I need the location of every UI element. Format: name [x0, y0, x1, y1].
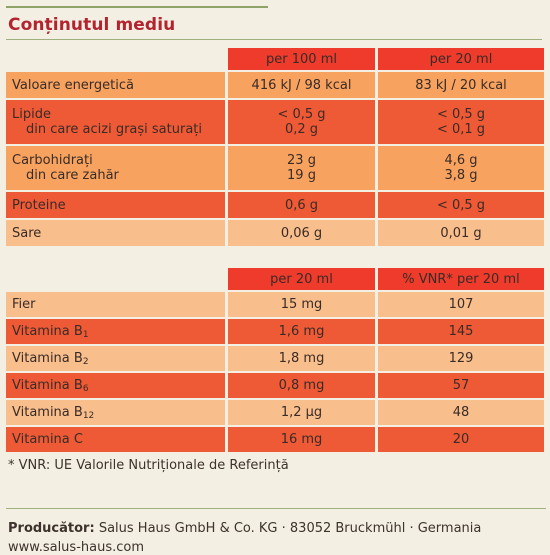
row-label-cell: Vitamina B1: [6, 319, 228, 346]
vitamins-header-row: per 20 ml % VNR* per 20 ml: [6, 268, 544, 292]
header-per-20ml: per 20 ml: [228, 268, 378, 292]
row-label-cell: Vitamina B6: [6, 373, 228, 400]
row-label: Carbohidrați: [12, 153, 93, 168]
row-label: Vitamina B: [12, 405, 83, 420]
header-per-100ml: per 100 ml: [228, 48, 378, 72]
sub-value-per-20ml: 3,8 g: [444, 168, 478, 183]
table-row: Proteine 0,6 g < 0,5 g: [6, 192, 544, 220]
producer-text: Salus Haus GmbH & Co. KG · 83052 Bruckmü…: [98, 521, 482, 536]
value-per-20ml: 16 mg: [228, 427, 378, 454]
table-row: Lipide din care acizi grași saturați < 0…: [6, 100, 544, 146]
value-vnr: 145: [378, 319, 544, 346]
row-label-subscript: 6: [82, 384, 89, 394]
vitamins-table: per 20 ml % VNR* per 20 ml Fier 15 mg 10…: [6, 268, 544, 454]
value-per-20ml: 0,01 g: [378, 220, 544, 248]
value-per-20ml: 83 kJ / 20 kcal: [378, 72, 544, 100]
row-sub-label: din care acizi grași saturați: [26, 122, 203, 137]
row-label-cell: Vitamina B12: [6, 400, 228, 427]
value-per-20ml: 4,6 g: [444, 153, 478, 168]
value-per-100ml: 0,6 g: [228, 192, 378, 220]
row-label: Proteine: [6, 192, 228, 220]
value-vnr: 107: [378, 292, 544, 319]
value-per-100ml: < 0,5 g: [277, 107, 326, 122]
table-row: Vitamina B12 1,2 µg 48: [6, 400, 544, 427]
value-vnr: 57: [378, 373, 544, 400]
table-row: Vitamina B1 1,6 mg 145: [6, 319, 544, 346]
value-vnr: 20: [378, 427, 544, 454]
row-label: Vitamina C: [12, 432, 83, 447]
row-label-cell: Vitamina B2: [6, 346, 228, 373]
table-row: Valoare energetică 416 kJ / 98 kcal 83 k…: [6, 72, 544, 100]
row-label: Vitamina B: [12, 378, 83, 393]
producer-label: Producător:: [8, 521, 95, 536]
value-per-20ml: < 0,5 g: [436, 107, 486, 122]
value-per-20ml: < 0,5 g: [378, 192, 544, 220]
sub-value-per-100ml: 19 g: [287, 168, 316, 183]
table-row: Vitamina B6 0,8 mg 57: [6, 373, 544, 400]
value-cell: 23 g 19 g: [228, 146, 378, 192]
table-row: Carbohidrați din care zahăr 23 g 19 g 4,…: [6, 146, 544, 192]
row-label-cell: Lipide din care acizi grași saturați: [6, 100, 228, 146]
row-label-subscript: 2: [82, 357, 89, 367]
sub-value-per-20ml: < 0,1 g: [436, 122, 486, 137]
value-per-20ml: 15 mg: [228, 292, 378, 319]
top-rule: [6, 6, 268, 8]
value-cell: < 0,5 g < 0,1 g: [378, 100, 544, 146]
table-row: Sare 0,06 g 0,01 g: [6, 220, 544, 248]
footer-rule: [6, 508, 546, 509]
row-label-cell: Fier: [6, 292, 228, 319]
row-label-subscript: 1: [82, 330, 89, 340]
producer-line: Producător: Salus Haus GmbH & Co. KG · 8…: [8, 521, 481, 536]
row-label: Fier: [12, 297, 36, 312]
row-label: Sare: [6, 220, 228, 248]
value-cell: < 0,5 g 0,2 g: [228, 100, 378, 146]
header-empty-cell: [6, 48, 228, 72]
value-per-20ml: 1,2 µg: [228, 400, 378, 427]
value-cell: 4,6 g 3,8 g: [378, 146, 544, 192]
value-per-20ml: 0,8 mg: [228, 373, 378, 400]
row-label-subscript: 12: [82, 411, 95, 421]
nutrition-header-row: per 100 ml per 20 ml: [6, 48, 544, 72]
row-sub-label: din care zahăr: [26, 168, 119, 183]
sub-value-per-100ml: 0,2 g: [284, 122, 319, 137]
value-vnr: 129: [378, 346, 544, 373]
vnr-footnote: * VNR: UE Valorile Nutriționale de Refer…: [8, 458, 289, 473]
title-rule: [6, 39, 542, 40]
value-per-100ml: 0,06 g: [228, 220, 378, 248]
value-per-20ml: 1,6 mg: [228, 319, 378, 346]
table-row: Vitamina B2 1,8 mg 129: [6, 346, 544, 373]
header-per-20ml: per 20 ml: [378, 48, 544, 72]
row-label-cell: Vitamina C: [6, 427, 228, 454]
row-label: Vitamina B: [12, 324, 83, 339]
value-per-20ml: 1,8 mg: [228, 346, 378, 373]
table-row: Vitamina C 16 mg 20: [6, 427, 544, 454]
table-row: Fier 15 mg 107: [6, 292, 544, 319]
nutrition-table: per 100 ml per 20 ml Valoare energetică …: [6, 48, 544, 248]
website-text: www.salus-haus.com: [8, 540, 145, 555]
row-label: Vitamina B: [12, 351, 83, 366]
page-title: Conținutul mediu: [8, 15, 176, 35]
header-vnr: % VNR* per 20 ml: [378, 268, 544, 292]
value-per-100ml: 23 g: [287, 153, 316, 168]
value-per-100ml: 416 kJ / 98 kcal: [228, 72, 378, 100]
row-label: Valoare energetică: [6, 72, 228, 100]
row-label-cell: Carbohidrați din care zahăr: [6, 146, 228, 192]
header-empty-cell: [6, 268, 228, 292]
value-vnr: 48: [378, 400, 544, 427]
row-label: Lipide: [12, 107, 51, 122]
